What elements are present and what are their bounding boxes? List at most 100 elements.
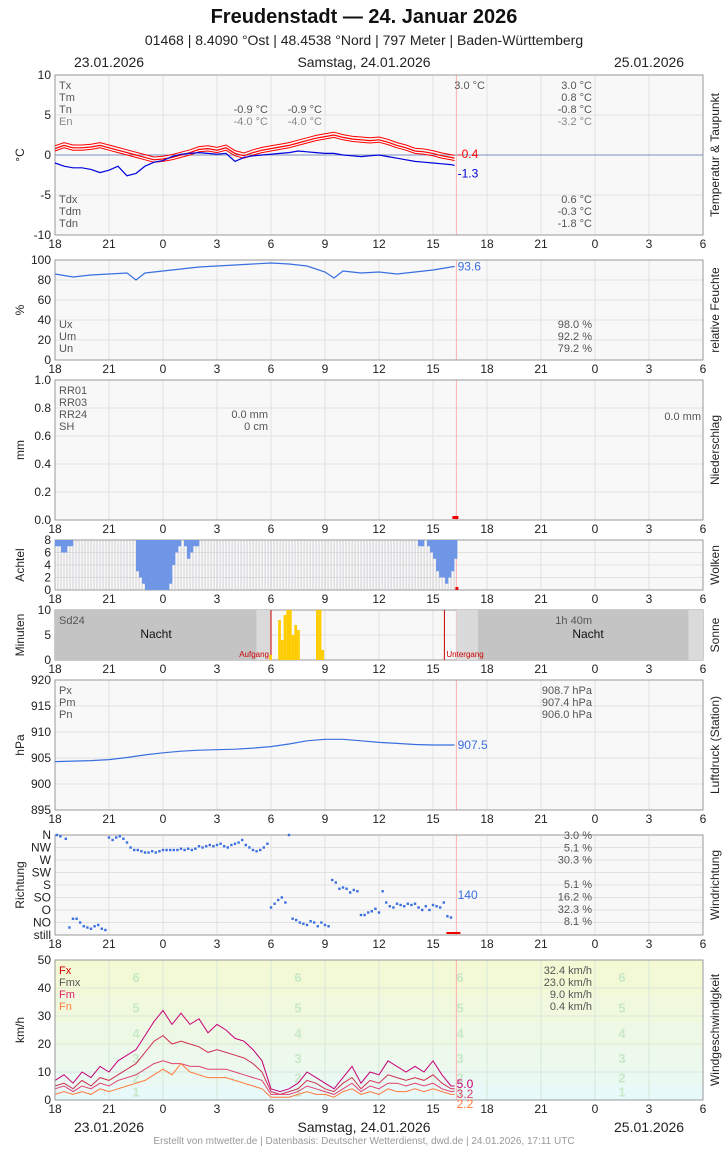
stat-value: 908.7 hPa [542,685,593,697]
wind-direction-point [370,910,373,913]
stat-value: -4.0 °C [288,116,322,128]
wind-direction-point [428,908,431,912]
y-tick-label: NO [33,916,51,930]
wind-direction-point [194,847,197,850]
x-tick-label: 15 [426,937,440,951]
y-tick-label: N [42,828,51,842]
wind-direction-point [197,845,201,848]
x-tick-label: 0 [160,237,167,251]
cloud-bar [187,540,191,559]
beaufort-label: 5 [618,1001,625,1016]
x-tick-label: 12 [372,662,386,676]
sunset-label: Untergang [446,650,483,659]
x-tick-label: 9 [322,1102,329,1116]
wind-direction-point [169,848,172,852]
x-tick-label: 6 [268,362,275,376]
twilight-area [688,610,703,660]
twilight-area [256,610,271,660]
stat-value: 16.2 % [558,892,592,904]
wind-direction-point [341,886,345,889]
sun-bar [280,640,284,660]
beaufort-label: 1 [132,1085,139,1100]
wind-direction-point [305,923,309,927]
stat-label: Fx [59,965,72,977]
wind-direction-point [367,911,370,914]
x-tick-label: 6 [700,662,707,676]
stat-value: 3.0 °C [454,80,485,92]
beaufort-label: 2 [618,1071,625,1086]
wind-direction-point [226,846,229,849]
beaufort-label: 4 [618,1026,626,1041]
x-tick-label: 15 [426,362,440,376]
stat-value: 9.0 km/h [550,989,592,1001]
stat-value: 98.0 % [558,319,592,331]
cloud-bar [145,540,149,590]
x-tick-label: 12 [372,522,386,536]
beaufort-label: 5 [456,1001,463,1016]
wind-direction-point [147,851,150,854]
cloud-bar [196,540,200,547]
wind-direction-point [172,848,175,852]
wind-speed-line-fmx [54,1034,455,1095]
y-tick-label: 900 [31,777,51,791]
wind-direction-point [129,846,132,849]
beaufort-label: 3 [456,1051,463,1066]
y-tick-label: 50 [38,953,52,967]
x-tick-label: 3 [646,522,653,536]
humidity-last-value: 93.6 [458,259,482,273]
wind-direction-point [136,848,139,852]
x-tick-label: 18 [480,362,494,376]
wind-direction-point [100,927,103,930]
x-tick-label: 3 [646,592,653,606]
wind-direction-point [392,906,395,909]
cloud-bar [175,540,179,553]
panel-border [54,379,704,521]
wind-direction-point [68,926,71,929]
y-tick-label: 6 [44,546,51,560]
x-tick-label: 15 [426,662,440,676]
x-tick-label: 3 [214,522,221,536]
stat-value: -1.8 °C [558,218,592,230]
sun-bar [297,630,300,660]
wind-direction-point [352,888,355,892]
x-tick-label: 9 [322,592,329,606]
x-tick-label: 0 [592,812,599,826]
stat-value: 0.4 km/h [550,1001,592,1013]
x-tick-label: 3 [646,812,653,826]
wind-direction-point [280,896,283,899]
cloud-bar [67,540,71,547]
cloud-bar [448,540,452,578]
sun-bar [294,625,298,660]
wind-direction-point [176,848,179,852]
cloud-bar [193,540,197,547]
wind-direction-point [75,917,78,920]
wind-direction-point [230,843,233,847]
x-tick-label: 0 [160,362,167,376]
cloud-bar [442,540,446,578]
y-tick-label: 4 [44,558,51,572]
stat-label: Un [59,343,73,355]
x-tick-label: 15 [426,592,440,606]
stat-label: RR03 [59,397,87,409]
wind-direction-point [431,903,435,907]
beaufort-label: 5 [294,1001,301,1016]
panel-title: Temperatur & Taupunkt [708,92,722,217]
wind-direction-point [309,920,312,923]
y-tick-label: 30 [38,1009,52,1023]
x-tick-label: 18 [48,522,62,536]
wind-direction-point [55,833,58,837]
wind-direction-point [442,901,445,904]
wind-direction-point [435,905,438,908]
x-tick-label: 21 [534,812,548,826]
date-center-top: Samstag, 24.01.2026 [297,54,431,70]
x-tick-label: 9 [322,937,329,951]
dewpoint-last-value: -1.3 [458,166,479,180]
wind-direction-point [86,926,89,929]
stat-value: 907.4 hPa [542,697,593,709]
stat-value: 5.1 % [564,842,592,854]
wind-direction-point [273,902,276,905]
x-tick-label: 0 [160,522,167,536]
wind-direction-point [107,836,111,839]
beaufort-label: 5 [132,1001,139,1016]
x-tick-label: 9 [322,522,329,536]
